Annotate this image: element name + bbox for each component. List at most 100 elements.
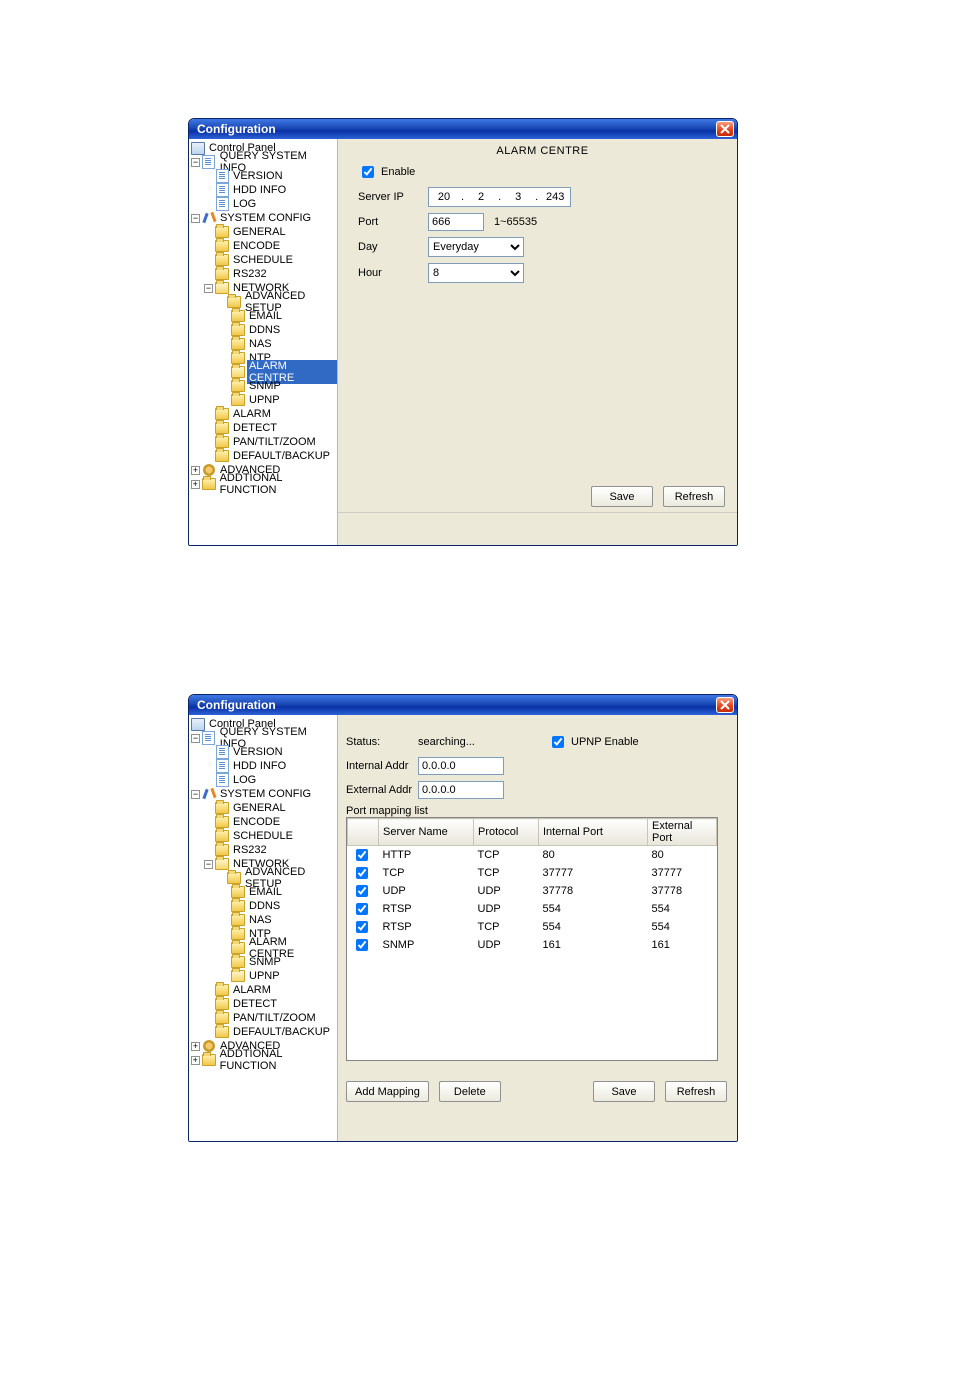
content-upnp: Status: searching... UPNP Enable Interna… — [338, 715, 737, 1141]
ip-octet-3[interactable] — [503, 188, 533, 206]
tree-alarm[interactable]: ALARM — [231, 984, 273, 996]
tree-ptz[interactable]: PAN/TILT/ZOOM — [231, 436, 318, 448]
tree-hdd-info[interactable]: HDD INFO — [231, 760, 288, 772]
row-checkbox[interactable] — [356, 939, 368, 951]
tree-system-config[interactable]: SYSTEM CONFIG — [218, 788, 313, 800]
folder-icon — [215, 998, 229, 1010]
save-button[interactable]: Save — [591, 486, 653, 507]
row-checkbox[interactable] — [356, 849, 368, 861]
refresh-button[interactable]: Refresh — [663, 486, 725, 507]
tree-addtional-function[interactable]: ADDTIONAL FUNCTION — [218, 472, 337, 496]
tree-ddns[interactable]: DDNS — [247, 900, 282, 912]
folder-icon — [215, 858, 229, 870]
tree-nas[interactable]: NAS — [247, 338, 274, 350]
col-internal-port[interactable]: Internal Port — [539, 819, 648, 846]
tree-upnp[interactable]: UPNP — [247, 970, 282, 982]
folder-icon — [231, 886, 245, 898]
tree-rs232[interactable]: RS232 — [231, 268, 269, 280]
tree-encode[interactable]: ENCODE — [231, 816, 282, 828]
external-addr-input[interactable] — [418, 781, 504, 799]
tree-snmp[interactable]: SNMP — [247, 380, 283, 392]
titlebar[interactable]: Configuration — [189, 695, 737, 715]
col-external-port[interactable]: External Port — [648, 819, 717, 846]
tree-rs232[interactable]: RS232 — [231, 844, 269, 856]
col-server-name[interactable]: Server Name — [379, 819, 474, 846]
tree-encode[interactable]: ENCODE — [231, 240, 282, 252]
row-checkbox[interactable] — [356, 921, 368, 933]
cell-server-name: SNMP — [379, 936, 474, 954]
tree-nas[interactable]: NAS — [247, 914, 274, 926]
tree-email[interactable]: EMAIL — [247, 886, 284, 898]
tree-log[interactable]: LOG — [231, 774, 258, 786]
collapse-icon[interactable] — [191, 790, 200, 799]
expand-icon[interactable] — [191, 466, 200, 475]
col-checkbox[interactable] — [348, 819, 379, 846]
cell-external-port: 37778 — [648, 882, 717, 900]
collapse-icon[interactable] — [204, 860, 213, 869]
tree-ddns[interactable]: DDNS — [247, 324, 282, 336]
tree-version[interactable]: VERSION — [231, 170, 285, 182]
save-button[interactable]: Save — [593, 1081, 655, 1102]
tree-system-config[interactable]: SYSTEM CONFIG — [218, 212, 313, 224]
day-select[interactable]: Everyday — [428, 237, 524, 257]
table-row[interactable]: RTSPUDP554554 — [348, 900, 717, 918]
delete-button[interactable]: Delete — [439, 1081, 501, 1102]
expand-icon[interactable] — [191, 1056, 200, 1065]
tree-upnp[interactable]: UPNP — [247, 394, 282, 406]
ip-octet-1[interactable] — [429, 188, 459, 206]
row-checkbox[interactable] — [356, 903, 368, 915]
collapse-icon[interactable] — [204, 284, 213, 293]
tree-addtional-function[interactable]: ADDTIONAL FUNCTION — [218, 1048, 337, 1072]
nav-tree[interactable]: Control Panel QUERY SYSTEM INFO VERSION … — [189, 715, 338, 1141]
tree-detect[interactable]: DETECT — [231, 998, 279, 1010]
tree-snmp[interactable]: SNMP — [247, 956, 283, 968]
table-row[interactable]: HTTPTCP8080 — [348, 846, 717, 865]
expand-icon[interactable] — [191, 1042, 200, 1051]
tree-log[interactable]: LOG — [231, 198, 258, 210]
table-row[interactable]: TCPTCP3777737777 — [348, 864, 717, 882]
row-checkbox[interactable] — [356, 885, 368, 897]
control-panel-icon — [191, 142, 205, 154]
tree-detect[interactable]: DETECT — [231, 422, 279, 434]
enable-checkbox[interactable] — [362, 166, 374, 178]
folder-icon — [227, 296, 241, 308]
external-addr-label: External Addr — [346, 784, 418, 796]
tree-general[interactable]: GENERAL — [231, 226, 288, 238]
tree-general[interactable]: GENERAL — [231, 802, 288, 814]
collapse-icon[interactable] — [191, 734, 200, 743]
close-icon[interactable] — [716, 121, 734, 137]
col-protocol[interactable]: Protocol — [474, 819, 539, 846]
collapse-icon[interactable] — [191, 214, 200, 223]
server-ip-input[interactable]: . . . — [428, 187, 571, 207]
add-mapping-button[interactable]: Add Mapping — [346, 1081, 429, 1102]
port-mapping-table[interactable]: Server Name Protocol Internal Port Exter… — [346, 817, 718, 1061]
expand-icon[interactable] — [191, 480, 200, 489]
table-row[interactable]: RTSPTCP554554 — [348, 918, 717, 936]
ip-octet-2[interactable] — [466, 188, 496, 206]
refresh-button[interactable]: Refresh — [665, 1081, 727, 1102]
table-row[interactable]: SNMPUDP161161 — [348, 936, 717, 954]
tree-default-backup[interactable]: DEFAULT/BACKUP — [231, 1026, 332, 1038]
tree-email[interactable]: EMAIL — [247, 310, 284, 322]
close-icon[interactable] — [716, 697, 734, 713]
tree-schedule[interactable]: SCHEDULE — [231, 830, 295, 842]
internal-addr-input[interactable] — [418, 757, 504, 775]
folder-icon — [202, 478, 216, 490]
cell-external-port: 80 — [648, 846, 717, 865]
ip-octet-4[interactable] — [540, 188, 570, 206]
port-input[interactable] — [428, 213, 484, 231]
tree-alarm[interactable]: ALARM — [231, 408, 273, 420]
tree-version[interactable]: VERSION — [231, 746, 285, 758]
row-checkbox[interactable] — [356, 867, 368, 879]
tree-hdd-info[interactable]: HDD INFO — [231, 184, 288, 196]
nav-tree[interactable]: Control Panel QUERY SYSTEM INFO VERSION … — [189, 139, 338, 545]
collapse-icon[interactable] — [191, 158, 200, 167]
titlebar[interactable]: Configuration — [189, 119, 737, 139]
tree-schedule[interactable]: SCHEDULE — [231, 254, 295, 266]
tree-default-backup[interactable]: DEFAULT/BACKUP — [231, 450, 332, 462]
upnp-enable-checkbox[interactable] — [552, 736, 564, 748]
hour-select[interactable]: 8 — [428, 263, 524, 283]
tree-ptz[interactable]: PAN/TILT/ZOOM — [231, 1012, 318, 1024]
table-row[interactable]: UDPUDP3777837778 — [348, 882, 717, 900]
folder-icon — [231, 352, 245, 364]
